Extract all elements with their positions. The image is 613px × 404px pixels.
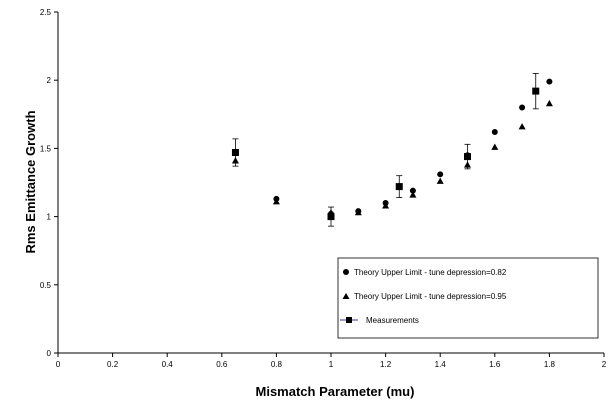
point-theory-082 [437,171,444,178]
point-theory-095 [354,209,362,216]
plot-area: 0 0.2 0.4 0.6 0.8 1 1.2 1.4 1.6 1.8 2 0 0.5 1 1.5 2 2.5 [40,8,607,369]
point-theory-082 [409,187,416,194]
x-tick-label: 0 [56,360,61,369]
point-measurement [395,183,403,191]
point-theory-095 [518,123,526,130]
x-tick-label: 1.6 [489,360,501,369]
legend-label: Theory Upper Limit - tune depression=0.9… [354,292,507,301]
legend-label: Measurements [366,316,419,325]
point-theory-095 [382,202,390,209]
point-theory-095 [272,198,280,205]
point-theory-095 [436,177,444,184]
legend-entry-theory-095: Theory Upper Limit - tune depression=0.9… [342,292,507,301]
x-tick-label: 0.2 [107,360,119,369]
legend-box [337,257,599,339]
x-tick-label: 1.8 [544,360,556,369]
point-theory-082 [491,129,498,136]
x-tick-label: 2 [602,360,607,369]
x-tick-label: 1 [329,360,334,369]
y-tick-label: 2.5 [40,8,52,17]
data-markers [231,78,553,221]
legend-entry-theory-082: Theory Upper Limit - tune depression=0.8… [343,268,507,277]
x-tick-label: 1.4 [435,360,447,369]
point-measurement [464,153,471,161]
point-theory-095 [409,191,417,198]
x-axis-ticks: 0 0.2 0.4 0.6 0.8 1 1.2 1.4 1.6 1.8 2 [56,353,607,369]
chart-legend: Theory Upper Limit - tune depression=0.8… [337,257,599,339]
legend-entry-measurements: Measurements [340,316,419,325]
y-axis-title: Rms Emittance Growth [23,110,38,253]
point-theory-095 [231,157,239,164]
point-theory-095 [464,161,471,168]
legend-square-marker [346,317,352,323]
y-axis-ticks: 0 0.5 1 1.5 2 2.5 [40,8,58,358]
x-tick-label: 0.8 [271,360,283,369]
x-tick-label: 0.6 [216,360,228,369]
y-tick-label: 1.5 [40,144,52,153]
legend-label: Theory Upper Limit - tune depression=0.8… [354,268,507,277]
point-theory-095 [491,143,499,150]
point-theory-082 [546,78,553,85]
x-tick-label: 0.4 [162,360,174,369]
point-measurement [532,87,540,95]
point-measurement [327,213,335,221]
point-measurement [231,148,239,156]
y-tick-label: 0.5 [40,281,52,290]
y-tick-label: 0 [47,349,52,358]
x-tick-label: 1.2 [380,360,392,369]
legend-circle-marker [343,269,349,275]
x-axis-title: Mismatch Parameter (mu) [256,384,415,399]
y-tick-label: 2 [47,76,52,85]
y-tick-label: 1 [47,213,52,222]
legend-triangle-marker [342,293,350,299]
point-theory-082 [519,104,526,111]
point-theory-095 [545,99,553,107]
